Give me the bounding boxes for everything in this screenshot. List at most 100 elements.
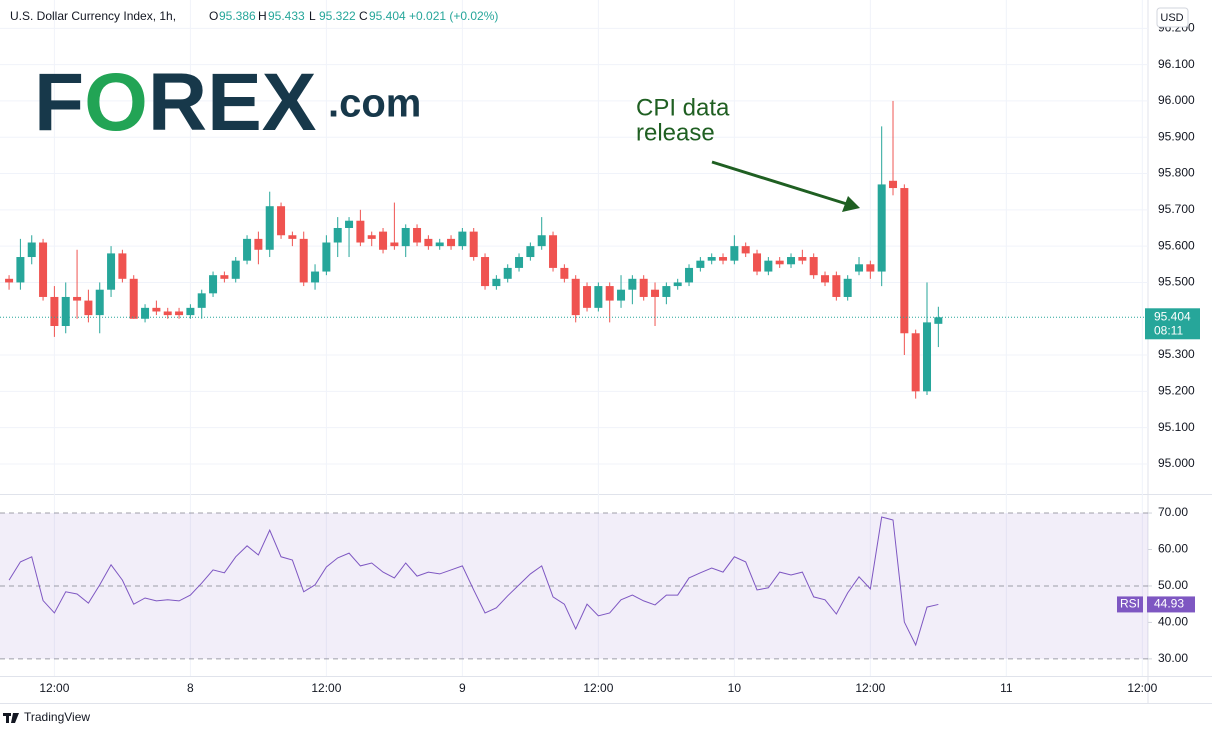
candle-body — [322, 242, 331, 272]
candle-body — [413, 227, 422, 243]
candle-body — [254, 238, 263, 250]
candle-body — [753, 253, 762, 272]
candle-body — [186, 307, 195, 316]
candle-body — [288, 235, 297, 239]
candle-body — [209, 275, 218, 294]
y-tick-label: 95.000 — [1158, 456, 1195, 470]
candle-body — [741, 246, 750, 254]
last-price-box — [1145, 308, 1200, 340]
y-tick-label: 50.00 — [1158, 578, 1188, 592]
y-tick-label: 95.600 — [1158, 238, 1195, 252]
x-tick-label: 12:00 — [1127, 681, 1157, 695]
logo: FOREX — [34, 57, 317, 148]
indicator-name: RSI — [1120, 597, 1140, 611]
ohlc-value: 95.322 — [319, 9, 356, 23]
x-tick-label: 12:00 — [855, 681, 885, 695]
last-price-label: 95.404 — [1154, 309, 1191, 323]
candle-body — [367, 235, 376, 239]
candle-body — [16, 257, 25, 283]
candle-body — [877, 184, 886, 272]
candle-body — [390, 242, 399, 247]
candle-body — [707, 257, 716, 261]
candle-body — [163, 311, 172, 316]
candle-body — [911, 333, 920, 392]
x-tick-label: 8 — [187, 681, 194, 695]
candle-body — [934, 317, 943, 324]
candle-body — [798, 257, 807, 261]
candle-body — [560, 267, 569, 279]
candle-body — [843, 278, 852, 297]
candle-body — [628, 278, 637, 290]
candle-body — [243, 238, 252, 261]
annotation-line: CPI data — [636, 94, 730, 121]
candle-body — [447, 238, 456, 247]
indicator-name-box — [1117, 596, 1143, 613]
tv-logo — [3, 713, 19, 723]
ohlc-value: 95.433 — [268, 9, 305, 23]
candle-body — [401, 227, 410, 247]
candle-body — [549, 235, 558, 268]
candle-body — [673, 282, 682, 287]
candle-body — [515, 257, 524, 268]
candle-body — [118, 253, 127, 279]
candle-body — [197, 293, 206, 308]
candle-body — [435, 242, 444, 247]
ohlc-value: 95.386 — [219, 9, 256, 23]
candle-body — [345, 220, 354, 228]
annotation-arrow — [711, 160, 851, 207]
candle-body — [503, 267, 512, 279]
ohlc-key: L — [309, 9, 316, 23]
candle-body — [152, 307, 161, 312]
candle-body — [787, 257, 796, 265]
candle-body — [821, 275, 830, 283]
candle-body — [662, 286, 671, 297]
candle-body — [809, 257, 818, 276]
last-value-box — [1147, 596, 1195, 613]
ohlc-key: H — [258, 9, 267, 23]
x-tick-label: 12:00 — [583, 681, 613, 695]
candle-body — [492, 278, 501, 287]
candle-body — [458, 231, 467, 247]
ohlc-key: C — [359, 9, 368, 23]
candle-body — [107, 253, 116, 290]
candle-body — [27, 242, 36, 258]
candle-body — [129, 278, 138, 319]
candle-body — [5, 278, 14, 283]
y-tick-label: 96.000 — [1158, 93, 1195, 107]
y-tick-label: 95.800 — [1158, 166, 1195, 180]
y-tick-label: 95.300 — [1158, 347, 1195, 361]
candle-body — [526, 246, 535, 258]
change: +0.021 (+0.02%) — [409, 9, 498, 23]
ohlc-key: O — [209, 9, 218, 23]
currency-box — [1156, 7, 1189, 28]
candle-body — [617, 289, 626, 301]
candle-body — [299, 238, 308, 283]
candle-body — [764, 260, 773, 272]
x-tick-label: 12:00 — [311, 681, 341, 695]
y-tick-label: 95.500 — [1158, 275, 1195, 289]
candle-body — [50, 296, 59, 327]
y-tick-label: 60.00 — [1158, 542, 1188, 556]
candle-body — [605, 286, 614, 301]
candle-body — [832, 275, 841, 297]
y-tick-label: 96.100 — [1158, 57, 1195, 71]
candle-body — [583, 286, 592, 308]
last-value-label: 44.93 — [1154, 597, 1184, 611]
y-tick-label: 95.100 — [1158, 420, 1195, 434]
x-tick-label: 11 — [1000, 681, 1013, 695]
candle-body — [481, 257, 490, 287]
candle-body — [356, 220, 365, 243]
candle-body — [141, 307, 150, 319]
arrow-head — [842, 196, 860, 212]
x-tick-label: 10 — [728, 681, 742, 695]
candle-body — [333, 227, 342, 243]
y-tick-label: 30.00 — [1158, 651, 1188, 665]
candle-body — [220, 275, 229, 279]
y-tick-label: 95.700 — [1158, 202, 1195, 216]
candle-body — [231, 260, 240, 279]
countdown: 08:11 — [1154, 323, 1183, 337]
y-tick-label: 95.200 — [1158, 384, 1195, 398]
candle-body — [639, 278, 648, 297]
y-tick-label: 70.00 — [1158, 505, 1188, 519]
